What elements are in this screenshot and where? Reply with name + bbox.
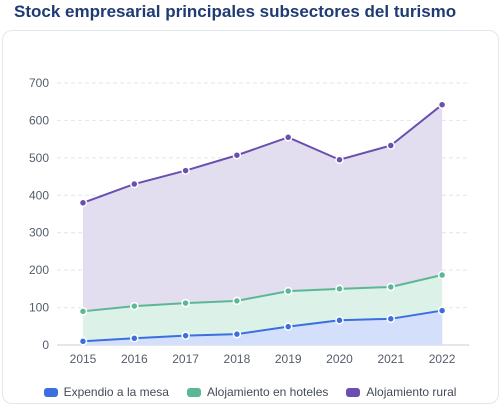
- legend-item[interactable]: Alojamiento en hoteles: [186, 385, 329, 399]
- data-point[interactable]: [78, 307, 88, 316]
- data-point[interactable]: [130, 301, 139, 311]
- data-point[interactable]: [78, 337, 88, 346]
- x-tick-label: 2015: [70, 352, 97, 366]
- data-point[interactable]: [386, 282, 396, 292]
- data-point[interactable]: [283, 286, 293, 296]
- x-tick-label: 2017: [172, 352, 199, 366]
- data-point[interactable]: [437, 306, 447, 315]
- x-tick-label: 2016: [121, 352, 148, 366]
- series-lines: [82, 103, 443, 343]
- x-tick-label: 2021: [377, 352, 404, 366]
- chart-legend: Expendio a la mesa Alojamiento en hoteles…: [0, 385, 500, 399]
- y-tick-label: 100: [29, 301, 49, 315]
- data-point[interactable]: [335, 155, 344, 164]
- y-tick-label: 500: [29, 151, 49, 165]
- data-point[interactable]: [232, 329, 242, 339]
- data-point[interactable]: [335, 316, 344, 325]
- data-point[interactable]: [386, 141, 396, 150]
- line-expendio-a-la-mesa: [82, 309, 443, 343]
- x-tick-label: 2020: [326, 352, 353, 366]
- y-tick-label: 200: [29, 263, 49, 277]
- line-alojamiento-rural: [82, 103, 443, 204]
- legend-item[interactable]: Expendio a la mesa: [43, 385, 169, 399]
- data-point[interactable]: [181, 166, 190, 175]
- y-axis-ticks: 0 100 200 300 400 500 600 700: [29, 76, 49, 352]
- data-point[interactable]: [181, 331, 190, 340]
- y-tick-label: 400: [29, 188, 49, 202]
- legend-label: Expendio a la mesa: [63, 385, 169, 399]
- x-tick-label: 2018: [224, 352, 251, 366]
- data-point[interactable]: [386, 314, 396, 324]
- legend-label: Alojamiento rural: [366, 385, 457, 399]
- data-point[interactable]: [181, 298, 190, 308]
- legend-swatch: [346, 387, 361, 397]
- data-point[interactable]: [437, 100, 447, 109]
- legend-swatch: [186, 387, 201, 397]
- data-point[interactable]: [130, 179, 139, 189]
- chart-title: Stock empresarial principales subsectore…: [14, 2, 457, 21]
- legend-swatch: [43, 387, 58, 397]
- data-point[interactable]: [283, 322, 293, 331]
- data-point[interactable]: [130, 334, 139, 343]
- legend-label: Alojamiento en hoteles: [206, 385, 329, 399]
- data-point[interactable]: [232, 296, 242, 306]
- x-tick-label: 2019: [275, 352, 302, 366]
- data-point[interactable]: [232, 150, 242, 160]
- data-point[interactable]: [78, 198, 88, 208]
- x-axis-ticks: 2015 2016 2017 2018 2019 2020 2021 2022: [70, 352, 456, 366]
- y-tick-label: 0: [42, 338, 49, 352]
- area-alojamiento-rural: [83, 104, 443, 345]
- y-tick-label: 300: [29, 226, 49, 240]
- legend-item[interactable]: Alojamiento rural: [346, 385, 456, 399]
- data-point[interactable]: [283, 133, 293, 142]
- data-point[interactable]: [335, 284, 344, 294]
- y-tick-label: 700: [29, 76, 49, 90]
- series-points: [78, 100, 447, 346]
- line-alojamiento-en-hoteles: [82, 274, 443, 313]
- series-areas: [83, 104, 443, 345]
- data-point[interactable]: [437, 270, 447, 280]
- x-tick-label: 2022: [429, 352, 456, 366]
- y-tick-label: 600: [29, 113, 49, 127]
